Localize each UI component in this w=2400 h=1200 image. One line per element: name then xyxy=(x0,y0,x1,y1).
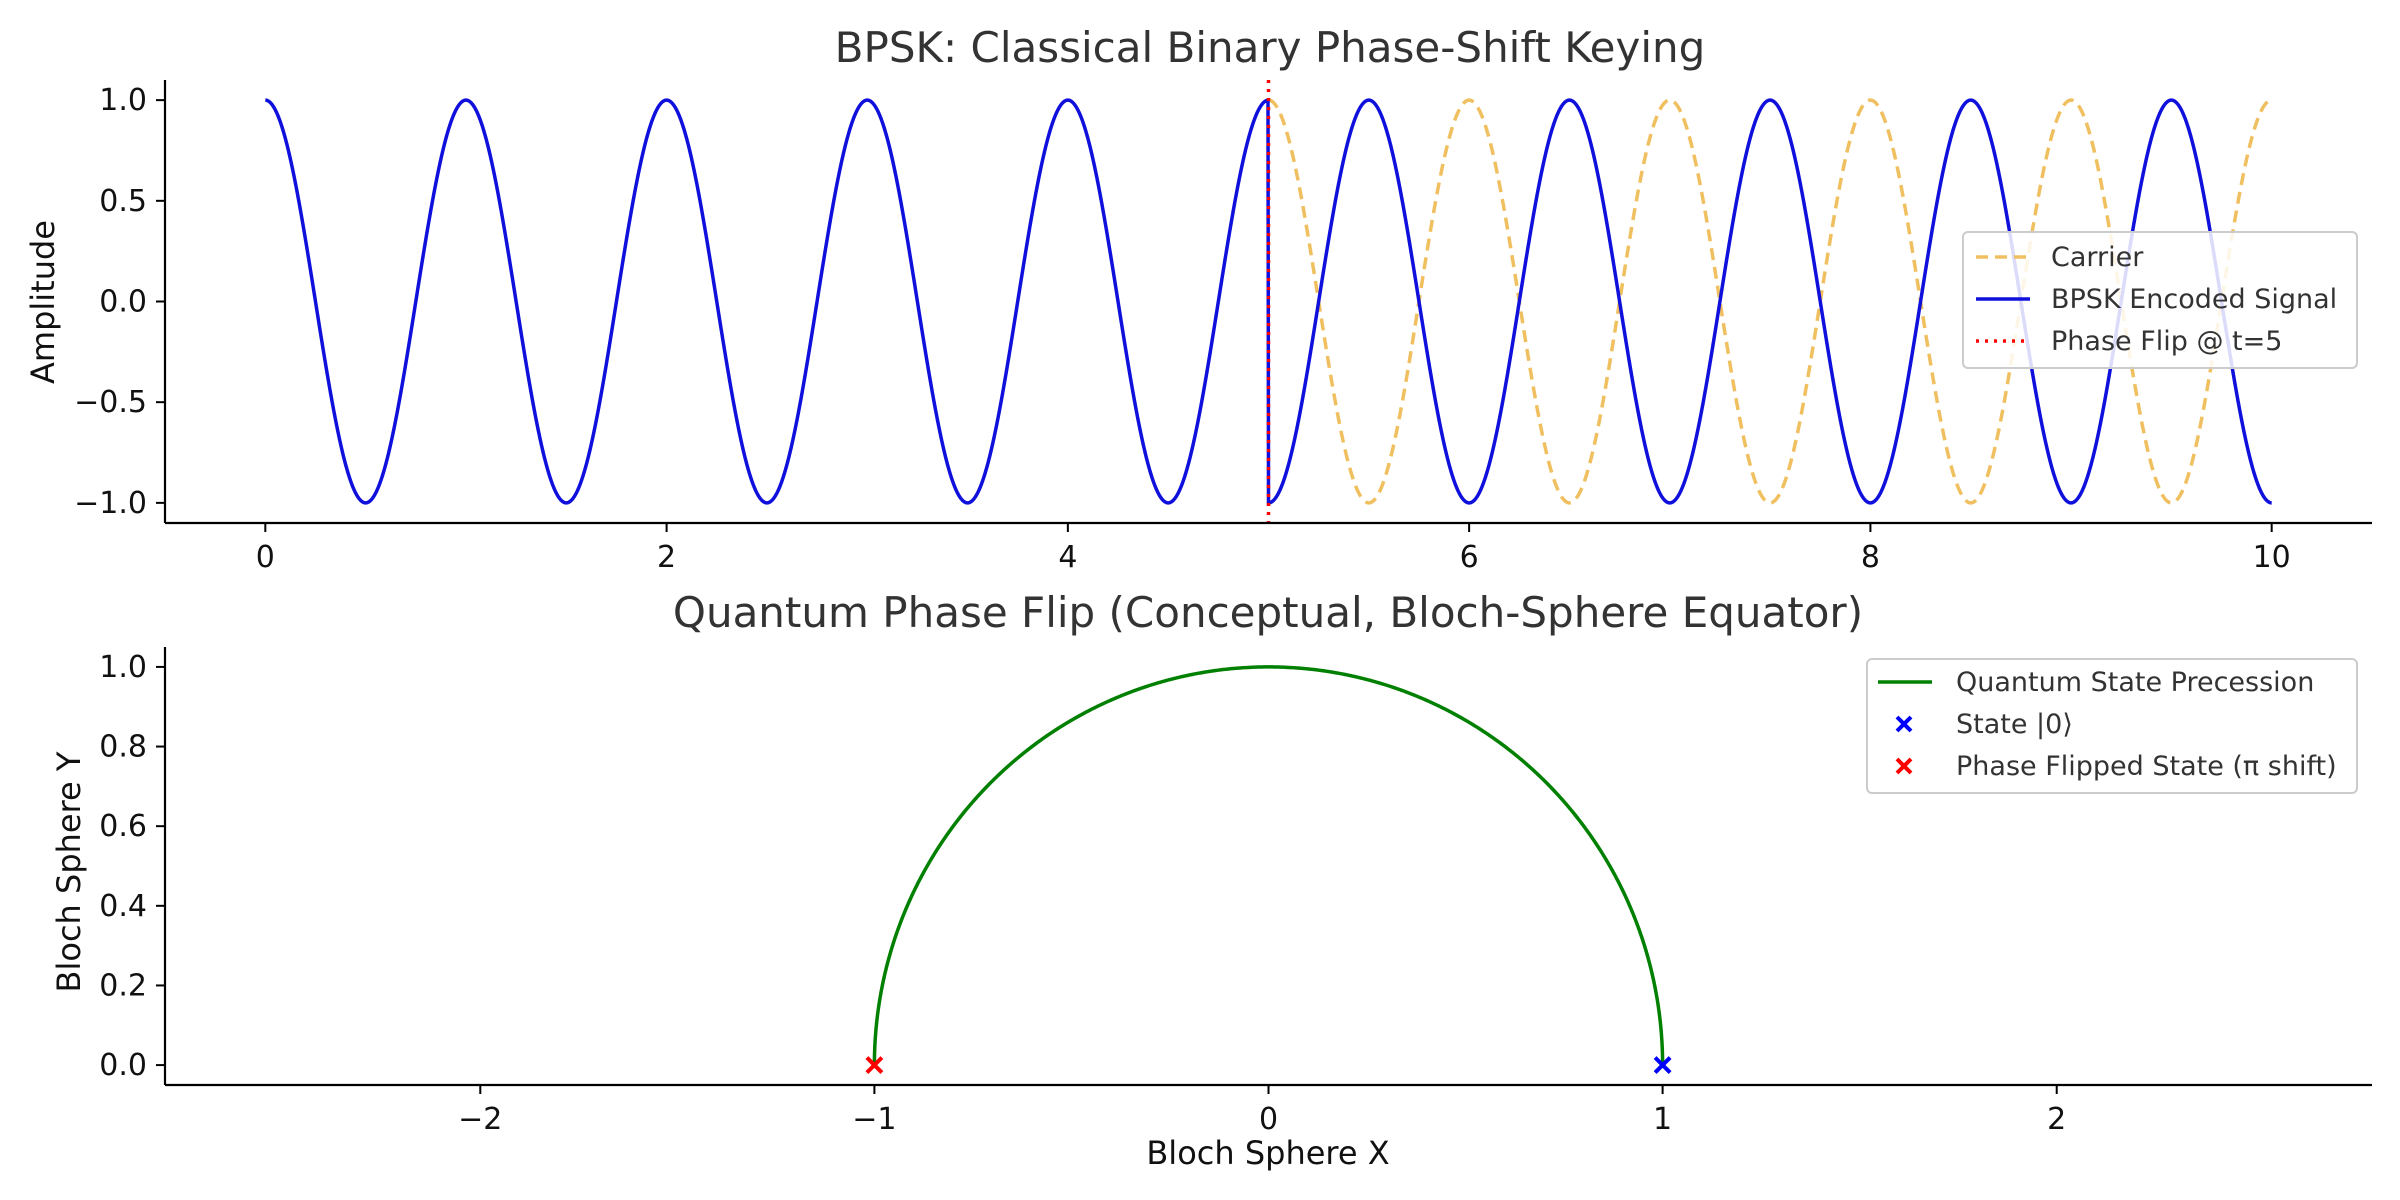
quantum-y-ticks: 0.0 0.2 0.4 0.6 0.8 1.0 xyxy=(99,650,165,1083)
bpsk-y-axis-label: Amplitude xyxy=(24,220,62,384)
y-tick-label: −1.0 xyxy=(74,486,147,521)
x-tick-label: 4 xyxy=(1058,540,1077,575)
quantum-x-ticks: −2 −1 0 1 2 xyxy=(458,1085,2066,1137)
x-tick-label: 2 xyxy=(657,540,676,575)
x-tick-label: −1 xyxy=(852,1102,896,1137)
bpsk-chart: BPSK: Classical Binary Phase-Shift Keyin… xyxy=(24,23,2372,575)
y-tick-label: −0.5 xyxy=(74,385,147,420)
bpsk-y-ticks: 1.0 0.5 0.0 −0.5 −1.0 xyxy=(74,83,165,521)
legend-flipped-marker xyxy=(1895,757,1913,775)
quantum-y-axis-label: Bloch Sphere Y xyxy=(50,751,88,992)
bpsk-legend: Carrier BPSK Encoded Signal Phase Flip @… xyxy=(1962,231,2358,369)
x-tick-label: 8 xyxy=(1861,540,1880,575)
quantum-x-axis-label: Bloch Sphere X xyxy=(1146,1134,1389,1172)
y-tick-label: 0.6 xyxy=(99,809,147,844)
legend-precession-label: Quantum State Precession xyxy=(1956,667,2314,698)
precession-series-line xyxy=(872,665,1665,1066)
bpsk-chart-title: BPSK: Classical Binary Phase-Shift Keyin… xyxy=(835,23,1706,72)
y-tick-label: 0.5 xyxy=(99,184,147,219)
x-tick-label: 0 xyxy=(1259,1102,1278,1137)
state0-point xyxy=(1653,1056,1672,1075)
y-tick-label: 0.4 xyxy=(99,889,147,924)
y-tick-label: 0.0 xyxy=(99,1048,147,1083)
y-tick-label: 0.2 xyxy=(99,968,147,1003)
legend-state0-marker xyxy=(1895,715,1913,733)
quantum-legend-box xyxy=(1866,658,2358,794)
bpsk-plot-area xyxy=(265,80,2272,523)
bpsk-legend-box xyxy=(1962,231,2358,369)
y-tick-label: 0.8 xyxy=(99,730,147,765)
legend-flipped-label: Phase Flipped State (π shift) xyxy=(1956,751,2337,782)
quantum-plot-area xyxy=(865,665,1672,1075)
legend-phase-flip-label: Phase Flip @ t=5 xyxy=(2051,326,2282,357)
legend-carrier-label: Carrier xyxy=(2051,242,2144,273)
y-tick-label: 0.0 xyxy=(99,285,147,320)
quantum-legend: Quantum State Precession State |0⟩ Phase… xyxy=(1866,658,2358,794)
bpsk-x-ticks: 0 2 4 6 8 10 xyxy=(256,523,2291,575)
y-tick-label: 1.0 xyxy=(99,650,147,685)
flipped-state-point xyxy=(865,1056,884,1075)
x-tick-label: 0 xyxy=(256,540,275,575)
quantum-chart-title: Quantum Phase Flip (Conceptual, Bloch-Sp… xyxy=(673,588,1863,637)
legend-state0-label: State |0⟩ xyxy=(1956,709,2073,740)
x-tick-label: 2 xyxy=(2047,1102,2066,1137)
carrier-series-line xyxy=(1268,98,2272,505)
x-tick-label: 10 xyxy=(2253,540,2291,575)
x-tick-label: −2 xyxy=(458,1102,502,1137)
bpsk-series-line xyxy=(265,98,2272,505)
legend-bpsk-label: BPSK Encoded Signal xyxy=(2051,284,2337,315)
x-tick-label: 1 xyxy=(1653,1102,1672,1137)
y-tick-label: 1.0 xyxy=(99,83,147,118)
x-tick-label: 6 xyxy=(1460,540,1479,575)
quantum-chart: Quantum Phase Flip (Conceptual, Bloch-Sp… xyxy=(50,588,2372,1172)
